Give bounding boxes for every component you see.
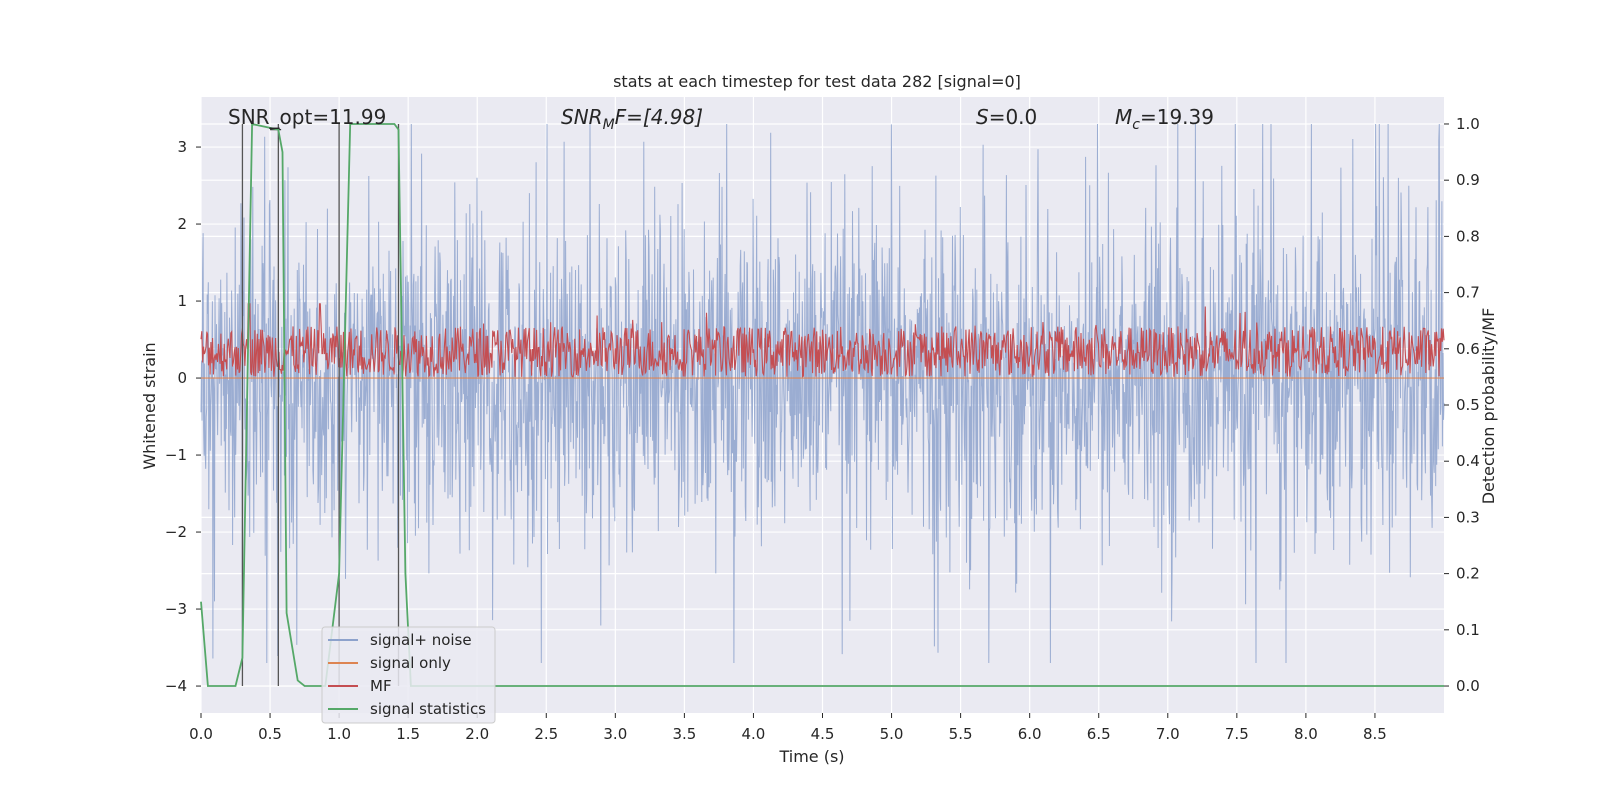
y-tick-label: −4: [165, 677, 187, 695]
x-axis-label: Time (s): [778, 747, 844, 766]
s-symbol: S: [976, 105, 989, 129]
x-tick-label: 5.0: [880, 725, 904, 743]
x-tick-label: 6.5: [1087, 725, 1111, 743]
y-axis-label: Whitened strain: [140, 342, 159, 469]
x-tick-label: 0.0: [189, 725, 213, 743]
y2-tick-label: 0.7: [1456, 284, 1480, 302]
x-tick-label: 1.5: [396, 725, 420, 743]
x-tick-label: 1.0: [327, 725, 351, 743]
legend-box: [321, 626, 496, 724]
legend-label-signal-only: signal only: [370, 654, 451, 672]
x-tick-label: 7.0: [1156, 725, 1180, 743]
y-tick-label: 1: [177, 292, 187, 310]
x-tick-label: 4.0: [742, 725, 766, 743]
legend-label-mf: MF: [370, 677, 392, 695]
y2-tick-label: 0.9: [1456, 171, 1480, 189]
mc-subscript: c: [1132, 117, 1140, 133]
y2-tick-label: 0.1: [1456, 621, 1480, 639]
chart-title: stats at each timestep for test data 282…: [613, 72, 1021, 91]
mc-value: =19.39: [1140, 105, 1214, 129]
y-tick-label: 2: [177, 215, 187, 233]
y-tick-label: 0: [177, 369, 187, 387]
axis-ticks: 0.0 0.5 1.0 1.5 2.0 2.5 3.0 3.5 4.0 4.5 5.0 5.5 6.0 6…: [165, 115, 1480, 743]
y2-tick-label: 0.0: [1456, 677, 1480, 695]
signal-noise-series: [200, 123, 1445, 664]
mc-annotation: Mc=19.39: [1115, 105, 1214, 133]
snr-opt-annotation: SNR_opt=11.99: [228, 105, 386, 129]
y2-tick-label: 0.4: [1456, 452, 1480, 470]
s-annotation: S=0.0: [976, 105, 1037, 129]
y2-tick-label: 1.0: [1456, 115, 1480, 133]
y-tick-label: 3: [177, 138, 187, 156]
signal-noise-line: [200, 123, 1445, 664]
y-tick-label: −2: [165, 523, 187, 541]
x-tick-label: 3.0: [603, 725, 627, 743]
mf-line: [200, 303, 1445, 378]
y2-axis-label: Detection probability/MF: [1479, 308, 1498, 505]
mf-series: [200, 303, 1445, 378]
x-tick-label: 2.0: [465, 725, 489, 743]
legend: signal+ noise signal only MF signal stat…: [321, 626, 496, 724]
y-tick-label: −3: [165, 600, 187, 618]
snr-mf-subscript: M: [603, 117, 615, 133]
signal-statistics-series: [200, 122, 1444, 687]
y2-tick-label: 0.3: [1456, 508, 1480, 526]
x-tick-label: 8.0: [1294, 725, 1318, 743]
signal-statistics-line: [200, 122, 1444, 687]
event-markers: [241, 123, 400, 687]
y-tick-label: −1: [165, 446, 187, 464]
snr-mf-prefix: SNR: [561, 105, 603, 129]
x-tick-label: 6.0: [1018, 725, 1042, 743]
snr-mf-suffix: F=[4.98]: [615, 105, 703, 129]
mc-symbol: M: [1115, 105, 1132, 129]
x-tick-label: 4.5: [811, 725, 835, 743]
x-tick-label: 7.5: [1225, 725, 1249, 743]
legend-label-signal-noise: signal+ noise: [370, 631, 472, 649]
snr-mf-annotation: SNRMF=[4.98]: [561, 105, 703, 133]
x-tick-label: 0.5: [258, 725, 282, 743]
x-tick-label: 8.5: [1363, 725, 1387, 743]
legend-label-signal-statistics: signal statistics: [370, 700, 486, 718]
y2-tick-label: 0.6: [1456, 340, 1480, 358]
x-tick-label: 5.5: [949, 725, 973, 743]
y2-tick-label: 0.5: [1456, 396, 1480, 414]
s-value: =0.0: [989, 105, 1038, 129]
x-tick-label: 2.5: [534, 725, 558, 743]
y2-tick-label: 0.8: [1456, 227, 1480, 245]
x-tick-label: 3.5: [672, 725, 696, 743]
y2-tick-label: 0.2: [1456, 565, 1480, 583]
